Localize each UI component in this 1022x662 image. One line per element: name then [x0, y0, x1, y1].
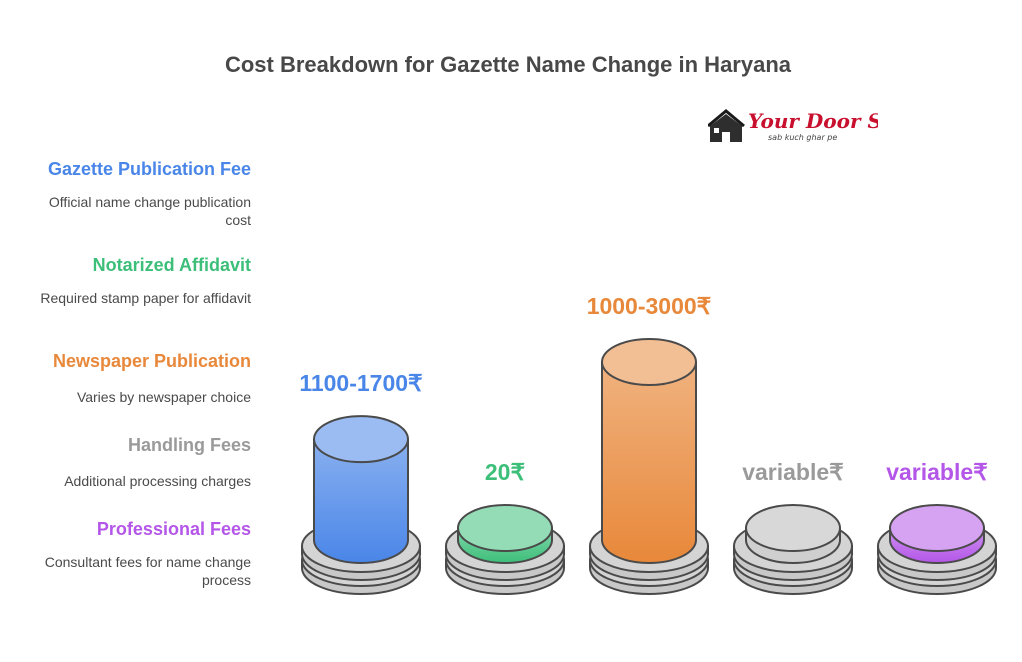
bar-4: variable₹: [733, 459, 853, 595]
legend-title-affidavit: Notarized Affidavit: [92, 255, 251, 275]
legend-desc-professional: Consultant fees for name change process: [44, 554, 251, 588]
svg-text:sab kuch ghar pe: sab kuch ghar pe: [768, 133, 837, 142]
data-label: 1100-1700₹: [299, 370, 423, 396]
bar-1: 1100-1700₹: [299, 370, 423, 595]
bar-2: 20₹: [445, 459, 565, 595]
legend-title-professional: Professional Fees: [96, 519, 251, 539]
bar-top: [601, 338, 697, 386]
house-icon: [708, 109, 745, 142]
bar-body: [601, 361, 697, 564]
bar-body: [313, 438, 409, 564]
bar-top: [313, 415, 409, 464]
legend-desc-handling: Additional processing charges: [64, 473, 251, 489]
legend-title-handling: Handling Fees: [127, 435, 251, 455]
chart-title: Cost Breakdown for Gazette Name Change i…: [224, 52, 792, 77]
legend-title-newspaper: Newspaper Publication: [52, 351, 251, 371]
bar-top: [745, 504, 841, 552]
legend-title-gazette: Gazette Publication Fee: [47, 159, 251, 179]
legend-desc-affidavit: Required stamp paper for affidavit: [40, 290, 251, 306]
your-door-step-logo: Your Door Step sab kuch ghar pe: [708, 109, 878, 142]
data-label: variable₹: [742, 459, 844, 485]
legend-desc-gazette: Official name change publication cost: [48, 194, 251, 228]
bar-top: [457, 504, 553, 552]
bar-5: variable₹: [877, 459, 997, 595]
data-label: 1000-3000₹: [587, 293, 712, 319]
svg-text:Your Door Step: Your Door Step: [748, 109, 878, 133]
legend-desc-newspaper: Varies by newspaper choice: [76, 389, 251, 405]
bar-top: [889, 504, 985, 552]
data-label: 20₹: [485, 459, 526, 485]
bar-3: 1000-3000₹: [587, 293, 712, 595]
data-label: variable₹: [886, 459, 988, 485]
